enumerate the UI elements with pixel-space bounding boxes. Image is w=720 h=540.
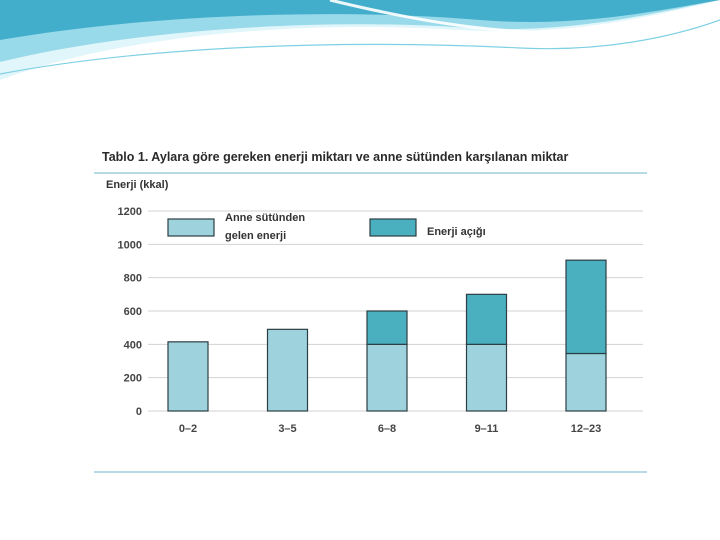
legend-swatch xyxy=(369,218,417,237)
x-tick-label: 9–11 xyxy=(475,423,499,435)
bar-group xyxy=(167,259,607,412)
x-tick-labels: 0–2 3–5 6–8 9–11 12–23 xyxy=(179,423,601,435)
y-tick-label: 800 xyxy=(124,273,142,285)
chart-figure: Tablo 1. Aylara göre gereken enerji mikt… xyxy=(90,145,647,473)
legend: Anne sütünden gelen enerji Enerji açığı xyxy=(167,212,486,242)
wave-band-dark xyxy=(0,0,720,40)
y-axis-label: Enerji (kkal) xyxy=(106,179,169,191)
y-tick-label: 600 xyxy=(124,306,142,318)
y-tick-labels: 0 200 400 600 800 1000 1200 xyxy=(118,206,142,418)
wave-line-thin xyxy=(0,19,720,75)
y-tick-label: 1000 xyxy=(118,239,142,251)
bar-segment-anne-sutu xyxy=(366,343,408,412)
bar-segment-anne-sutu xyxy=(167,341,209,412)
legend-label: Enerji açığı xyxy=(427,226,486,238)
y-tick-label: 400 xyxy=(124,339,142,351)
bar-segment-enerji-acigi xyxy=(565,259,607,355)
y-tick-label: 0 xyxy=(136,406,142,418)
x-tick-label: 6–8 xyxy=(378,423,396,435)
y-tick-label: 1200 xyxy=(118,206,142,218)
y-tick-label: 200 xyxy=(124,373,142,385)
bar-segment-enerji-acigi xyxy=(465,293,508,345)
bar-segment-anne-sutu xyxy=(266,328,309,412)
x-tick-label: 3–5 xyxy=(278,423,296,435)
figure-title: Tablo 1. Aylara göre gereken enerji mikt… xyxy=(102,150,569,164)
wave-stripe-white xyxy=(329,0,720,35)
x-tick-label: 12–23 xyxy=(571,423,602,435)
legend-swatch xyxy=(167,218,215,237)
bar-segment-anne-sutu xyxy=(565,352,607,412)
bar-segment-enerji-acigi xyxy=(366,310,408,345)
legend-label: Anne sütünden xyxy=(225,212,305,224)
legend-label: gelen enerji xyxy=(225,230,286,242)
header-wave-decoration xyxy=(0,0,720,80)
bar-segment-anne-sutu xyxy=(465,343,508,412)
x-tick-label: 0–2 xyxy=(179,423,197,435)
stacked-bar-chart: Enerji (kkal) 0 200 400 600 800 1000 1200 0–2 3… xyxy=(94,172,647,473)
